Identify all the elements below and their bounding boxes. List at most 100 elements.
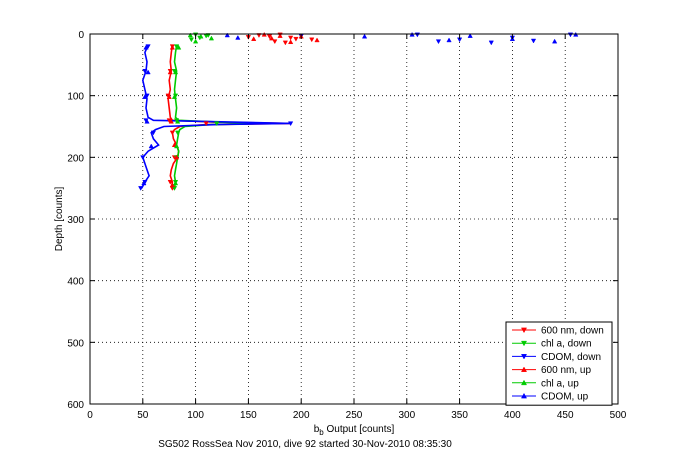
data-point (166, 94, 172, 99)
y-tick-label: 200 (67, 153, 84, 164)
data-point (172, 69, 179, 75)
data-point (142, 94, 148, 99)
figure-caption: SG502 RossSea Nov 2010, dive 92 started … (158, 439, 452, 450)
y-tick-label: 100 (67, 92, 84, 103)
x-tick-label: 400 (504, 410, 521, 421)
data-point (144, 93, 150, 99)
data-point (488, 40, 494, 46)
data-point (314, 37, 320, 43)
data-point (277, 33, 283, 38)
axis-ticks: 0 50 100 150 200 250 300 350 400 450 500 0 100 200 300… (67, 30, 626, 421)
x-tick-label: 350 (451, 410, 468, 421)
y-tick-label: 0 (78, 30, 84, 41)
x-axis-label-subscript: b (319, 428, 324, 437)
data-point (266, 34, 273, 40)
x-axis-label-main: b (314, 424, 320, 435)
data-point (166, 118, 172, 124)
legend-entry-label: CDOM, down (541, 352, 601, 363)
data-point (167, 69, 173, 75)
data-point (138, 186, 144, 191)
data-point (203, 121, 209, 127)
series-4 (171, 32, 215, 186)
data-point (208, 35, 215, 41)
data-point (188, 37, 195, 43)
legend-marker (520, 354, 528, 360)
data-point (171, 94, 178, 99)
legend-entry-label: 600 nm, down (541, 326, 604, 337)
data-point (224, 32, 230, 38)
data-point (148, 143, 154, 149)
data-point (140, 155, 146, 161)
legend-entry-label: chl a, up (541, 378, 579, 389)
data-point (288, 35, 294, 41)
data-point (446, 37, 452, 43)
legend-entry-label: 600 nm, up (541, 365, 591, 376)
data-point (167, 179, 173, 185)
data-point (143, 44, 149, 50)
data-point (552, 38, 558, 44)
x-axis-label-rest: Output [counts] (324, 424, 395, 435)
data-point (141, 180, 147, 186)
data-point (235, 34, 241, 40)
data-point (169, 44, 175, 50)
y-tick-label: 400 (67, 277, 84, 288)
data-point (144, 118, 150, 124)
data-point (467, 33, 473, 38)
data-point (187, 32, 193, 38)
legend-marker (520, 392, 528, 399)
x-tick-label: 250 (346, 410, 363, 421)
data-point (251, 36, 257, 41)
data-point (361, 33, 368, 39)
data-point (175, 130, 181, 136)
x-tick-label: 450 (557, 410, 574, 421)
data-point (269, 35, 275, 41)
data-point (288, 39, 294, 45)
data-point (530, 38, 537, 44)
data-point (145, 44, 151, 50)
x-axis-label: bb Output [counts] (314, 424, 395, 437)
x-tick-label: 150 (240, 410, 257, 421)
y-tick-label: 300 (67, 215, 84, 226)
x-tick-label: 200 (293, 410, 310, 421)
data-point (176, 44, 182, 50)
data-point (282, 40, 288, 46)
legend-entry-label: chl a, down (541, 339, 592, 350)
data-point (173, 143, 180, 149)
legend-marker (520, 340, 528, 347)
data-point (173, 44, 180, 50)
y-tick-label: 500 (67, 338, 84, 349)
legend: 600 nm, down chl a, down CDOM, down 600 nm,… (505, 321, 613, 406)
series-5 (141, 31, 579, 186)
data-point (173, 154, 180, 160)
legend-marker (520, 379, 528, 386)
data-point (309, 37, 315, 43)
series-3 (166, 31, 320, 188)
data-point (293, 36, 299, 42)
legend-marker (520, 366, 528, 372)
data-point (142, 68, 148, 74)
x-tick-label: 100 (187, 410, 204, 421)
data-point (198, 33, 204, 39)
legend-box (505, 321, 613, 406)
data-point (272, 39, 278, 45)
y-tick-label: 600 (67, 400, 84, 411)
x-tick-label: 50 (137, 410, 149, 421)
x-tick-label: 500 (610, 410, 627, 421)
data-layer (138, 31, 579, 191)
legend-entry-label: CDOM, up (541, 392, 589, 403)
data-point (169, 130, 175, 136)
data-point (168, 118, 174, 124)
data-point (172, 180, 179, 186)
data-point (150, 130, 156, 136)
legend-marker (520, 327, 528, 334)
data-point (192, 38, 199, 44)
data-point (435, 39, 442, 45)
y-axis-label: Depth [counts] (54, 187, 65, 252)
data-point (288, 121, 294, 127)
data-point (145, 69, 151, 75)
x-tick-label: 0 (87, 410, 93, 421)
data-point (214, 121, 220, 127)
x-tick-label: 300 (398, 410, 415, 421)
data-point (175, 118, 181, 124)
